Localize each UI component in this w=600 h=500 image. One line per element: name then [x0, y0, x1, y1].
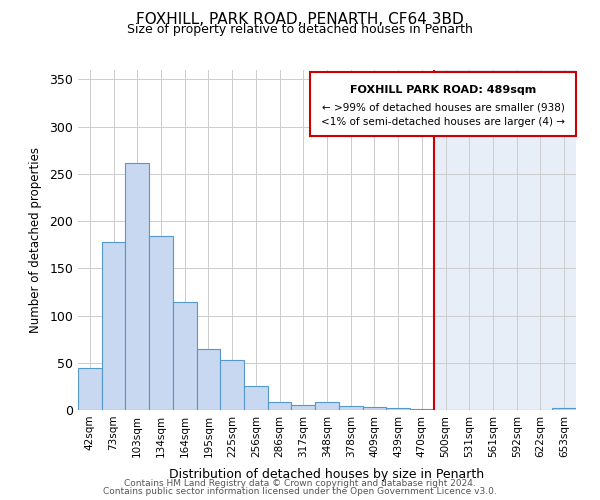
Bar [220, 360, 244, 410]
Bar [410, 409, 434, 410]
Text: Contains HM Land Registry data © Crown copyright and database right 2024.: Contains HM Land Registry data © Crown c… [124, 478, 476, 488]
Bar [292, 406, 315, 410]
Bar [434, 70, 576, 410]
Bar [102, 242, 125, 410]
Text: Contains public sector information licensed under the Open Government Licence v3: Contains public sector information licen… [103, 487, 497, 496]
Bar [125, 162, 149, 410]
Bar [268, 402, 292, 410]
Bar [339, 406, 362, 410]
Bar [197, 348, 220, 410]
Bar [362, 407, 386, 410]
Text: FOXHILL, PARK ROAD, PENARTH, CF64 3BD: FOXHILL, PARK ROAD, PENARTH, CF64 3BD [136, 12, 464, 28]
Bar [244, 386, 268, 410]
Bar [310, 72, 576, 136]
Bar [315, 402, 339, 410]
Text: ← >99% of detached houses are smaller (938): ← >99% of detached houses are smaller (9… [322, 102, 565, 112]
Bar [173, 302, 197, 410]
Bar [78, 368, 102, 410]
Y-axis label: Number of detached properties: Number of detached properties [29, 147, 43, 333]
Bar [149, 236, 173, 410]
Bar [552, 408, 576, 410]
Bar [386, 408, 410, 410]
Text: Size of property relative to detached houses in Penarth: Size of property relative to detached ho… [127, 22, 473, 36]
X-axis label: Distribution of detached houses by size in Penarth: Distribution of detached houses by size … [169, 468, 485, 481]
Text: <1% of semi-detached houses are larger (4) →: <1% of semi-detached houses are larger (… [321, 117, 565, 127]
Text: FOXHILL PARK ROAD: 489sqm: FOXHILL PARK ROAD: 489sqm [350, 85, 536, 95]
